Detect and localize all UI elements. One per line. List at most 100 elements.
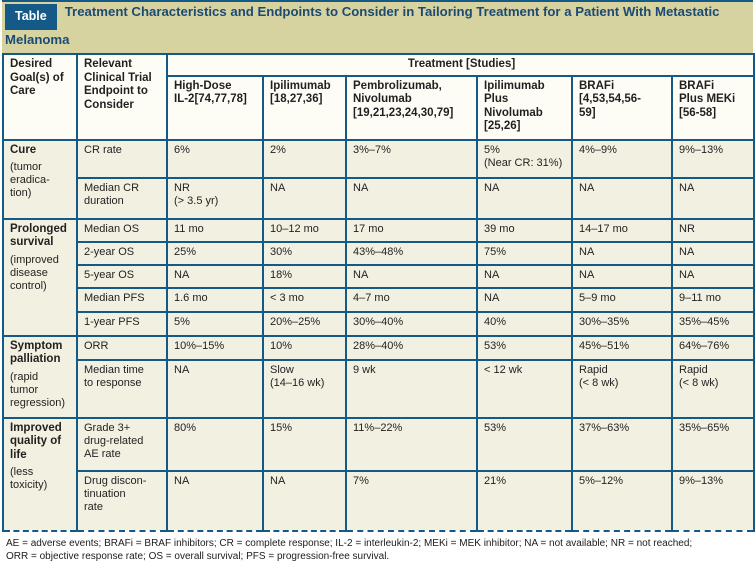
value-cell: 10% — [262, 334, 347, 361]
value-cell: NR — [670, 217, 755, 243]
value-cell: 75% — [476, 240, 573, 266]
endpoint-cell: Median time to response — [76, 358, 168, 419]
value-cell: 11 mo — [166, 217, 264, 243]
value-cell: NA — [476, 176, 573, 220]
value-cell: 30%–40% — [345, 310, 478, 337]
endpoint-cell: CR rate — [76, 138, 168, 179]
goal-cell: Symptom palliation (rapid tumor regressio… — [2, 334, 78, 419]
value-cell: 35%–45% — [670, 310, 755, 337]
value-cell: 7% — [345, 469, 478, 532]
table-badge: Table — [5, 4, 57, 30]
value-cell: Rapid (< 8 wk) — [571, 358, 673, 419]
endpoint-cell: Drug discon- tinuation rate — [76, 469, 168, 532]
endpoint-cell: Grade 3+ drug-related AE rate — [76, 416, 168, 472]
col-header-endpoint: Relevant Clinical Trial Endpoint to Cons… — [76, 53, 168, 141]
value-cell: NA — [166, 469, 264, 532]
value-cell: 30% — [262, 240, 347, 266]
col-header-treatment: Ipilimumab [18,27,36] — [262, 74, 347, 141]
value-cell: Rapid (< 8 wk) — [670, 358, 755, 419]
value-cell: 6% — [166, 138, 264, 179]
value-cell: 4%–9% — [571, 138, 673, 179]
goal-cell: Prolonged survival (improved disease cont… — [2, 217, 78, 337]
value-cell: 5% (Near CR: 31%) — [476, 138, 573, 179]
table-row: 1-year PFS 5% 20%–25% 30%–40% 40% 30%–35% 35%–… — [3, 310, 755, 337]
value-cell: NA — [476, 286, 573, 313]
value-cell: 10–12 mo — [262, 217, 347, 243]
value-cell: NA — [670, 263, 755, 289]
value-cell: 5%–12% — [571, 469, 673, 532]
value-cell: 17 mo — [345, 217, 478, 243]
table-row: Drug discon- tinuation rate NA NA 7% 21% 5%–1… — [3, 469, 755, 532]
table-title-bar: Table Treatment Characteristics and Endpo… — [2, 0, 753, 53]
value-cell: NA — [262, 469, 347, 532]
value-cell: 53% — [476, 416, 573, 472]
value-cell: 45%–51% — [571, 334, 673, 361]
value-cell: 2% — [262, 138, 347, 179]
value-cell: NA — [166, 263, 264, 289]
col-header-goal: Desired Goal(s) of Care — [2, 53, 78, 141]
table-title: Treatment Characteristics and Endpoints … — [5, 4, 720, 47]
value-cell: < 3 mo — [262, 286, 347, 313]
goal-name: Symptom palliation — [10, 339, 63, 366]
table-row: 2-year OS 25% 30% 43%–48% 75% NA NA — [3, 240, 755, 266]
endpoint-cell: 2-year OS — [76, 240, 168, 266]
value-cell: NR (> 3.5 yr) — [166, 176, 264, 220]
goal-qualifier: (tumor eradica- tion) — [10, 161, 50, 200]
value-cell: NA — [571, 240, 673, 266]
table-row: Prolonged survival (improved disease cont… — [2, 217, 755, 337]
table-row: 5-year OS NA 18% NA NA NA NA — [3, 263, 755, 289]
value-cell: NA — [166, 358, 264, 419]
col-header-treatment: BRAFi [4,53,54,56- 59] — [571, 74, 673, 141]
value-cell: 4–7 mo — [345, 286, 478, 313]
endpoint-cell: 5-year OS — [76, 263, 168, 289]
value-cell: NA — [476, 263, 573, 289]
value-cell: 9%–13% — [670, 469, 755, 532]
goal-name: Prolonged survival — [10, 222, 67, 249]
goal-name: Cure — [10, 143, 37, 156]
value-cell: 9 wk — [345, 358, 478, 419]
goal-cell: Cure (tumor eradica- tion) — [2, 138, 78, 220]
value-cell: NA — [670, 176, 755, 220]
value-cell: NA — [571, 263, 673, 289]
endpoint-cell: Median CR duration — [76, 176, 168, 220]
table-header: Desired Goal(s) of Care Relevant Clinica… — [2, 53, 755, 141]
value-cell: NA — [345, 263, 478, 289]
goal-name: Improved quality of life — [10, 421, 62, 461]
table-row: Median CR duration NR (> 3.5 yr) NA NA NA NA N… — [3, 176, 755, 220]
value-cell: 11%–22% — [345, 416, 478, 472]
value-cell: 64%–76% — [670, 334, 755, 361]
value-cell: 5–9 mo — [571, 286, 673, 313]
table-row: Symptom palliation (rapid tumor regressio… — [2, 334, 755, 419]
goal-qualifier: (improved disease control) — [10, 253, 59, 292]
goal-cell: Improved quality of life (less toxicity) — [2, 416, 78, 532]
endpoint-cell: Median PFS — [76, 286, 168, 313]
value-cell: Slow (14–16 wk) — [262, 358, 347, 419]
value-cell: 10%–15% — [166, 334, 264, 361]
footnote: AE = adverse events; BRAFi = BRAF inhibi… — [6, 537, 693, 563]
col-header-treatment: BRAFi Plus MEKi [56-58] — [670, 74, 755, 141]
value-cell: 5% — [166, 310, 264, 337]
table-body: Cure (tumor eradica- tion) CR rate 6% 2% 3%–7… — [2, 138, 755, 532]
header-row-top: Desired Goal(s) of Care Relevant Clinica… — [2, 53, 755, 141]
endpoint-cell: 1-year PFS — [76, 310, 168, 337]
col-header-treatment: Pembrolizumab, Nivolumab [19,21,23,24,30… — [345, 74, 478, 141]
value-cell: 40% — [476, 310, 573, 337]
value-cell: 25% — [166, 240, 264, 266]
col-header-treatment: High-Dose IL-2[74,77,78] — [166, 74, 264, 141]
treatment-table: Desired Goal(s) of Care Relevant Clinica… — [2, 53, 755, 532]
value-cell: 53% — [476, 334, 573, 361]
header-row-treatments: High-Dose IL-2[74,77,78] Ipilimumab [18,2… — [3, 74, 755, 141]
value-cell: 14–17 mo — [571, 217, 673, 243]
goal-qualifier: (rapid tumor regression) — [10, 370, 66, 409]
value-cell: NA — [262, 176, 347, 220]
goal-qualifier: (less toxicity) — [10, 466, 48, 492]
table-row: Cure (tumor eradica- tion) CR rate 6% 2% 3%–7… — [2, 138, 755, 220]
value-cell: 43%–48% — [345, 240, 478, 266]
value-cell: NA — [670, 240, 755, 266]
value-cell: NA — [571, 176, 673, 220]
value-cell: 20%–25% — [262, 310, 347, 337]
table-row: Median time to response NA Slow (14–16 wk)… — [3, 358, 755, 419]
value-cell: 21% — [476, 469, 573, 532]
value-cell: 39 mo — [476, 217, 573, 243]
